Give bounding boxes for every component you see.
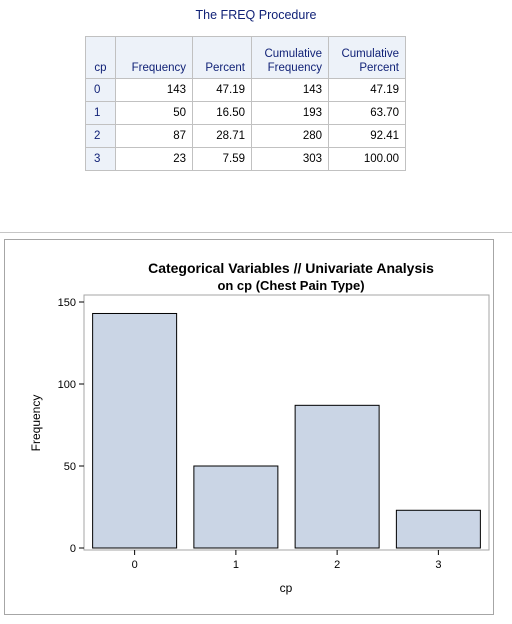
x-axis-label: cp — [280, 581, 293, 595]
table-row: 0 143 47.19 143 47.19 — [85, 78, 406, 102]
bar-2 — [294, 404, 380, 549]
header-cum-frequency-line2: Frequency — [267, 62, 322, 74]
procedure-title: The FREQ Procedure — [195, 8, 317, 22]
y-tick-label: 100 — [58, 379, 76, 391]
cell-cum-frequency: 193 — [251, 101, 329, 125]
row-cp-value: 2 — [85, 124, 116, 148]
header-cum-frequency-line1: Cumulative — [264, 48, 322, 60]
cell-cum-percent: 63.70 — [328, 101, 406, 125]
row-cp-value: 3 — [85, 147, 116, 171]
table-row: 1 50 16.50 193 63.70 — [85, 101, 406, 125]
chart-title: Categorical Variables // Univariate Anal… — [148, 260, 434, 276]
bar-0 — [92, 312, 178, 549]
table-header-row: cp Frequency Percent Cumulative Frequenc… — [85, 36, 406, 79]
cell-cum-frequency: 280 — [251, 124, 329, 148]
y-tick-label: 150 — [58, 297, 76, 309]
cell-frequency: 23 — [115, 147, 193, 171]
x-tick-label: 2 — [334, 559, 340, 571]
cell-percent: 47.19 — [192, 78, 252, 102]
bar-chart: Categorical Variables // Univariate Anal… — [29, 260, 490, 595]
cell-cum-frequency: 303 — [251, 147, 329, 171]
cell-cum-percent: 92.41 — [328, 124, 406, 148]
row-cp-value: 0 — [85, 78, 116, 102]
bars-group — [92, 312, 481, 549]
cell-cum-percent: 100.00 — [328, 147, 406, 171]
header-cum-percent-line2: Percent — [359, 62, 399, 74]
chart-subtitle: on cp (Chest Pain Type) — [217, 278, 364, 293]
cell-percent: 28.71 — [192, 124, 252, 148]
cell-cum-percent: 47.19 — [328, 78, 406, 102]
section-divider — [0, 232, 512, 233]
x-tick-label: 1 — [233, 559, 239, 571]
x-tick-label: 3 — [435, 559, 441, 571]
header-percent: Percent — [192, 36, 252, 79]
cell-frequency: 143 — [115, 78, 193, 102]
table-row: 3 23 7.59 303 100.00 — [85, 147, 406, 171]
cell-percent: 7.59 — [192, 147, 252, 171]
header-cumulative-percent: Cumulative Percent — [328, 36, 406, 79]
cell-cum-frequency: 143 — [251, 78, 329, 102]
table-row: 2 87 28.71 280 92.41 — [85, 124, 406, 148]
y-tick-label: 0 — [70, 543, 76, 555]
x-axis: 0 1 2 3 — [132, 550, 441, 571]
cell-frequency: 50 — [115, 101, 193, 125]
bar-3 — [395, 509, 481, 549]
y-axis-label: Frequency — [29, 395, 43, 452]
header-frequency: Frequency — [115, 36, 193, 79]
cell-frequency: 87 — [115, 124, 193, 148]
header-cumulative-frequency: Cumulative Frequency — [251, 36, 329, 79]
row-cp-value: 1 — [85, 101, 116, 125]
frequency-table: cp Frequency Percent Cumulative Frequenc… — [85, 36, 406, 171]
y-axis: 0 50 100 150 — [58, 297, 84, 555]
header-cum-percent-line1: Cumulative — [341, 48, 399, 60]
bar-1 — [193, 465, 279, 549]
bar-chart-frame: Categorical Variables // Univariate Anal… — [4, 239, 494, 615]
x-tick-label: 0 — [132, 559, 138, 571]
y-tick-label: 50 — [64, 461, 76, 473]
plot-area — [83, 294, 490, 551]
header-cp: cp — [85, 36, 116, 79]
cell-percent: 16.50 — [192, 101, 252, 125]
